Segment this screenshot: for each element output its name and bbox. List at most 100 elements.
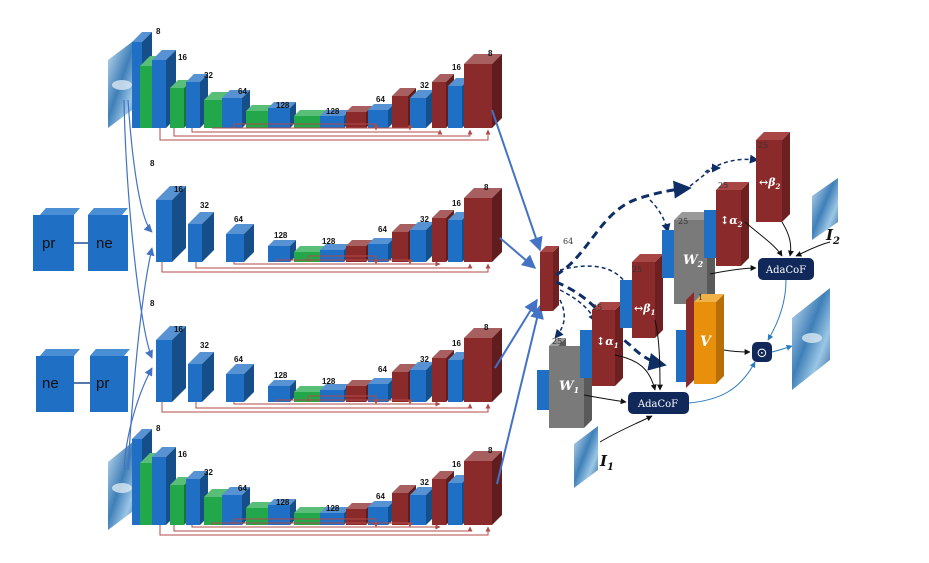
layer-channel-label: 8 (150, 159, 155, 168)
layer-channel-label: 8 (484, 183, 489, 192)
layer-channel-label: 128 (274, 231, 288, 240)
layer-block (268, 240, 296, 262)
layer-block (222, 90, 250, 128)
layer-channel-label: 16 (452, 460, 461, 469)
layer-channel-label: 64 (234, 215, 243, 224)
skip-connections (159, 518, 491, 536)
layer-channel-label: 16 (174, 185, 183, 194)
layer-channel-label: 64 (238, 87, 247, 96)
layer-channel-label: 8 (156, 27, 161, 36)
layer-block (368, 378, 394, 402)
unet-group: 8 16 32 64 128 128 64 32 16 8 8 16 32 64 128 128 64 32 16 8… (132, 27, 502, 536)
layer-block (188, 352, 214, 402)
skip-connections (161, 255, 491, 273)
adacof-node-2: AdaCoF (758, 258, 814, 280)
layer-channel-label: 128 (276, 101, 290, 110)
adacof-node-1: AdaCoF (628, 392, 689, 414)
adacof-1-label: AdaCoF (637, 399, 678, 410)
layer-block (478, 328, 502, 402)
layer-channel-label: 16 (178, 53, 187, 62)
layer-block (320, 384, 350, 402)
layer-channel-label: 32 (420, 355, 429, 364)
layer-block (268, 380, 296, 402)
odot-node: ⊙ (752, 342, 772, 362)
layer-block (478, 188, 502, 262)
layer-channel-label: 64 (238, 484, 247, 493)
head-beta1 (620, 254, 663, 338)
layer-block (226, 364, 254, 402)
layer-channel-label: 8 (156, 424, 161, 433)
layer-channel-label: 16 (178, 450, 187, 459)
layer-channel-label: 64 (378, 365, 387, 374)
layer-block (478, 451, 502, 525)
layer-channel-label: 64 (376, 95, 385, 104)
layer-channel-label: 32 (420, 215, 429, 224)
layer-channel-label: 16 (452, 199, 461, 208)
input-pair-b: ne pr (36, 349, 130, 412)
head-beta2 (756, 132, 790, 222)
alpha1-label: ↕α1 (596, 335, 619, 350)
head-alpha1 (580, 302, 623, 386)
layer-channel-label: 32 (420, 81, 429, 90)
layer-channel-label: 64 (376, 492, 385, 501)
layer-channel-label: 128 (326, 504, 340, 513)
w1-channel-label: 25 (552, 337, 562, 346)
v-channel-label: 1 (698, 293, 703, 302)
head-v (676, 292, 724, 388)
input-box-next-b (36, 349, 80, 412)
layer-channel-label: 8 (150, 299, 155, 308)
layer-block (410, 222, 434, 262)
layer-block (268, 499, 296, 525)
layer-channel-label: 16 (452, 339, 461, 348)
unet-2: 8 16 32 64 128 128 64 32 16 8 (150, 159, 502, 273)
layer-block (320, 244, 350, 262)
merge-feature-block (540, 246, 559, 311)
beta1-channel-label: 25 (632, 265, 642, 274)
layer-channel-label: 64 (378, 225, 387, 234)
alpha2-label: ↕α2 (720, 214, 743, 229)
head-alpha2 (704, 182, 749, 266)
w1-label: W1 (559, 379, 579, 395)
odot-symbol: ⊙ (757, 346, 768, 361)
input-label-pr-b: pr (96, 375, 109, 392)
layer-channel-label: 8 (484, 323, 489, 332)
layer-channel-label: 128 (274, 371, 288, 380)
v-label: V (700, 334, 713, 350)
alpha2-channel-label: 25 (718, 181, 728, 190)
layer-block (478, 54, 502, 128)
skip-connections (161, 395, 491, 413)
unet-3: 8 16 32 64 128 128 64 32 16 8 (150, 299, 502, 413)
i1-label: I1 (599, 452, 614, 473)
teal-connectors (688, 279, 793, 404)
layer-channel-label: 32 (420, 478, 429, 487)
layer-channel-label: 128 (322, 377, 336, 386)
layer-block (368, 238, 394, 262)
unet-1: 8 16 32 64 128 128 64 32 16 8 (132, 27, 502, 141)
layer-channel-label: 32 (200, 341, 209, 350)
input-label-ne-b: ne (42, 375, 59, 392)
layer-channel-label: 8 (488, 49, 493, 58)
layer-block (156, 186, 186, 262)
merge-label: 64 (563, 237, 573, 246)
input-label-ne-a: ne (96, 235, 113, 252)
unet-to-merge-arrows (491, 109, 544, 485)
alpha1-channel-label: 25 (592, 303, 602, 312)
layer-block (410, 90, 434, 128)
layer-block (368, 501, 394, 525)
layer-channel-label: 64 (234, 355, 243, 364)
beta2-channel-label: 25 (758, 141, 768, 150)
layer-channel-label: 128 (276, 498, 290, 507)
layer-block (320, 110, 350, 128)
layer-channel-label: 16 (452, 63, 461, 72)
layer-block (188, 212, 214, 262)
layer-channel-label: 32 (200, 201, 209, 210)
frame-i1-thumbnail (574, 426, 598, 488)
beta1-label: ↔β1 (634, 302, 655, 317)
output-frame-thumbnail (792, 288, 830, 390)
w2-label: W2 (683, 253, 704, 269)
head-connectors (583, 221, 831, 443)
layer-block (156, 326, 186, 402)
layer-channel-label: 8 (488, 446, 493, 455)
beta2-label: ↔β2 (759, 176, 781, 191)
